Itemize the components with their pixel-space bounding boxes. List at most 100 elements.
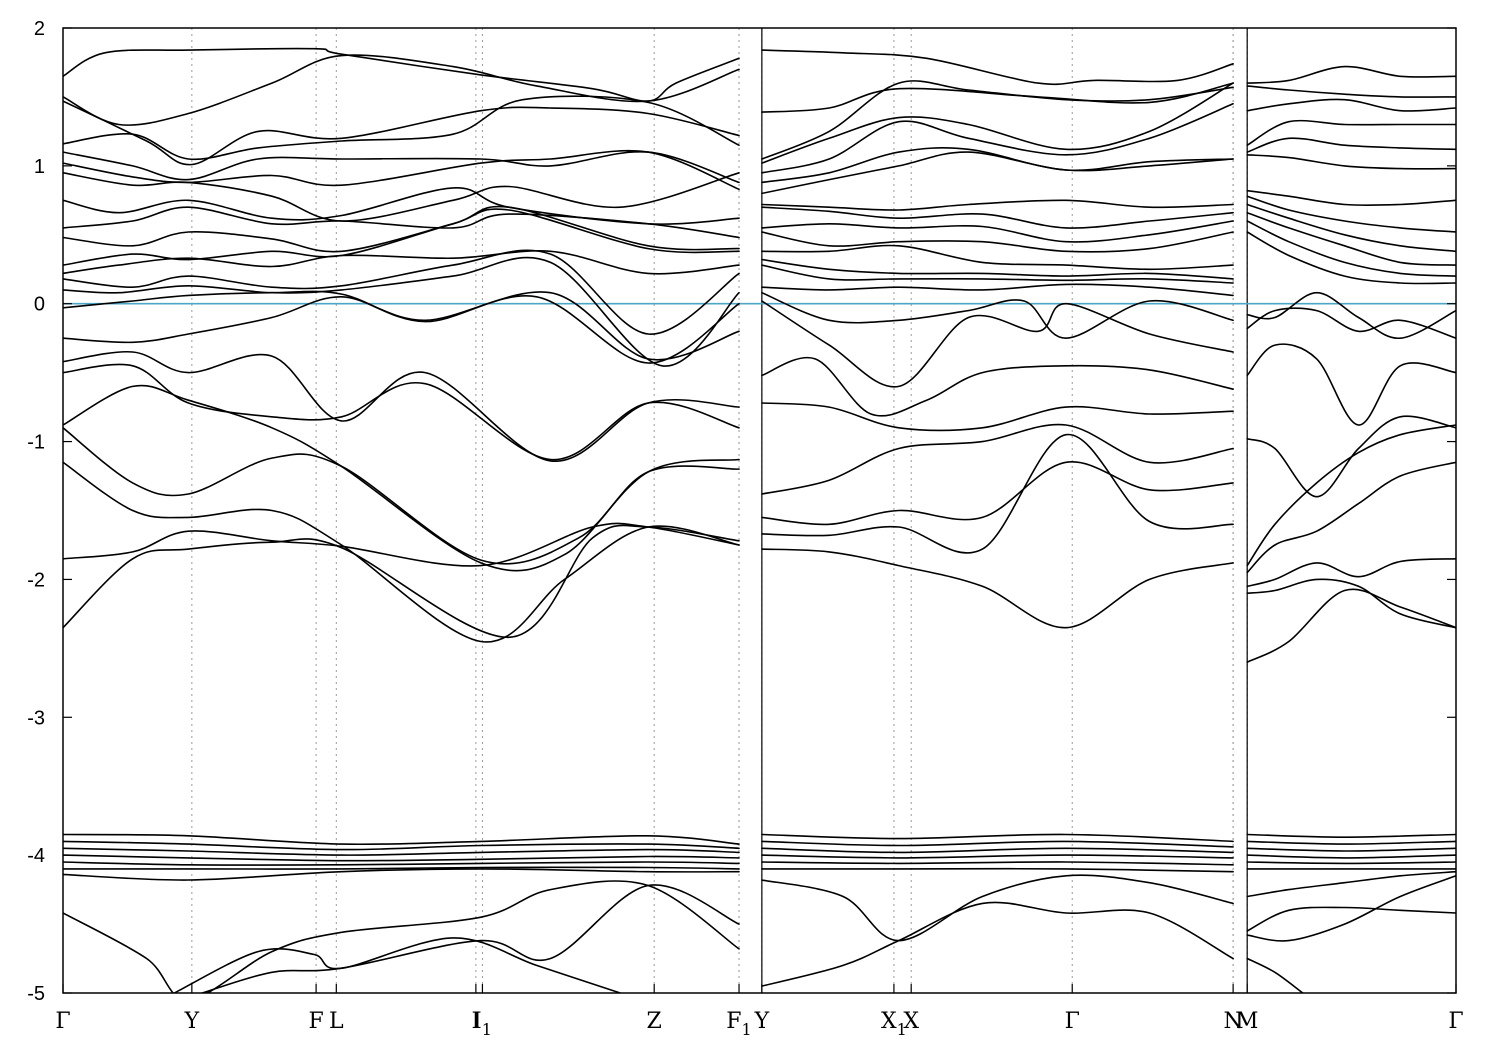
bands-layer <box>63 47 1456 993</box>
kpoint-gridlines <box>191 28 1248 993</box>
band-lines <box>63 47 1456 993</box>
band-line <box>1246 558 1456 588</box>
band-line <box>1246 220 1456 277</box>
band-line <box>761 847 1234 854</box>
band-line <box>63 187 740 225</box>
band-line <box>63 250 740 275</box>
band-line <box>1246 343 1456 426</box>
kpoint-label: Γ <box>1448 1009 1463 1034</box>
band-line <box>1246 137 1456 153</box>
band-line <box>1246 906 1456 932</box>
band-line <box>63 205 740 253</box>
band-line <box>1246 119 1456 146</box>
x-tick-labels: Γ Y F L II1 Z F1 Y X1X Γ NM Γ <box>55 1009 1463 1039</box>
kpoint-label: F1 <box>726 1009 751 1039</box>
band-line <box>761 867 1234 873</box>
kpoint-label: Y <box>754 1009 770 1034</box>
band-line <box>63 847 740 856</box>
band-line <box>1246 415 1456 498</box>
band-line <box>63 833 740 846</box>
band-line <box>63 868 740 881</box>
y-tick-label: -1 <box>27 432 45 454</box>
band-line <box>1246 588 1456 663</box>
axis-ticks <box>62 27 1457 994</box>
band-line <box>761 300 1234 388</box>
band-line <box>1246 189 1456 207</box>
band-line <box>1246 870 1456 898</box>
band-line <box>761 82 1234 164</box>
band-line <box>761 854 1234 859</box>
kpoint-label: Γ <box>55 1009 70 1034</box>
band-line <box>201 884 740 993</box>
band-line <box>761 356 1234 417</box>
band-line <box>1246 195 1456 233</box>
kpoint-label: Z <box>647 1009 662 1034</box>
band-line <box>63 840 740 851</box>
y-tick-label: -2 <box>27 569 45 591</box>
band-line <box>63 880 740 993</box>
kpoint-label: F <box>308 1009 323 1034</box>
band-line <box>761 901 1234 987</box>
band-line <box>63 854 740 862</box>
kpoint-label: X <box>903 1009 919 1034</box>
y-tick-labels: 2 1 0 -1 -2 -3 -4 -5 <box>27 18 45 1005</box>
kpoint-label: I <box>472 1009 481 1034</box>
band-line <box>761 461 1234 526</box>
band-line <box>1246 85 1456 98</box>
band-line <box>1246 65 1456 84</box>
band-line <box>1246 854 1456 859</box>
band-line <box>761 874 1234 942</box>
band-line <box>63 350 740 462</box>
kpoint-label: Y <box>184 1009 200 1034</box>
band-line <box>63 461 740 643</box>
band-line <box>761 199 1234 211</box>
band-line <box>761 291 1234 339</box>
band-line <box>63 861 740 866</box>
band-line <box>1246 307 1456 339</box>
band-line <box>63 427 740 565</box>
band-line <box>63 524 740 639</box>
plot-frame <box>62 27 1457 994</box>
band-line <box>761 103 1234 174</box>
kpoint-label: M <box>1236 1009 1259 1034</box>
band-line <box>761 861 1234 866</box>
band-line <box>761 258 1234 280</box>
band-line <box>1246 957 1304 993</box>
band-line <box>63 172 740 222</box>
band-line <box>1246 461 1456 574</box>
band-line <box>1246 578 1456 629</box>
band-line <box>1246 875 1456 942</box>
band-line <box>761 220 1234 243</box>
band-line <box>63 290 740 364</box>
band-line <box>1246 291 1456 340</box>
band-line <box>761 548 1234 629</box>
y-tick-label: -5 <box>27 983 45 1005</box>
band-line <box>63 256 740 367</box>
kpoint-label: L <box>329 1009 344 1034</box>
y-tick-label: 0 <box>34 294 45 316</box>
kpoint-label: Γ <box>1065 1009 1080 1034</box>
band-line <box>63 291 740 361</box>
band-line <box>63 866 740 870</box>
band-line <box>1246 847 1456 852</box>
band-line <box>1246 424 1456 567</box>
band-line <box>761 206 1234 229</box>
band-line <box>761 433 1234 554</box>
band-line <box>63 363 740 461</box>
band-line <box>761 80 1234 160</box>
band-line <box>1246 211 1456 266</box>
band-line <box>63 100 740 166</box>
band-line <box>63 95 740 161</box>
band-line <box>761 840 1234 848</box>
band-line <box>1246 861 1456 865</box>
band-line <box>63 47 740 102</box>
kpoint-label: N <box>1223 1009 1242 1034</box>
band-line <box>761 833 1234 843</box>
band-line <box>761 244 1234 271</box>
band-line <box>1246 840 1456 845</box>
band-line <box>761 147 1234 184</box>
band-line <box>761 402 1234 432</box>
band-line <box>63 208 740 266</box>
